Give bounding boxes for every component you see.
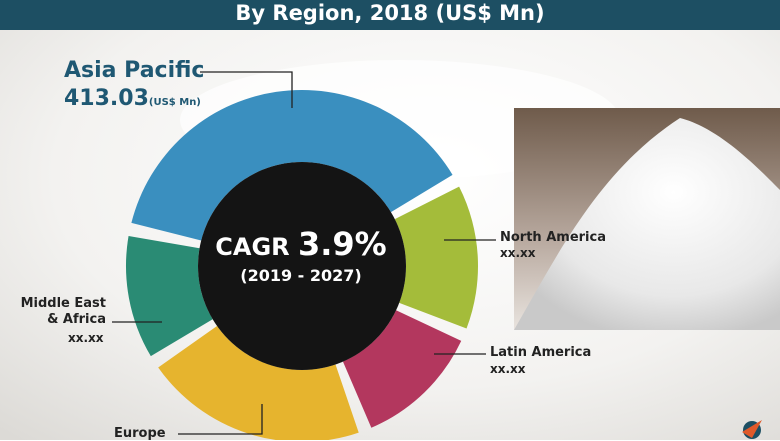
label-north-america-name: North America — [500, 230, 606, 245]
label-europe-name: Europe — [114, 426, 166, 441]
chart-title: By Region, 2018 (US$ Mn) — [0, 0, 780, 30]
cagr-value: 3.9% — [297, 225, 387, 263]
slice-north-america — [394, 186, 478, 329]
label-middle-east-africa-name: Middle East & Africa — [20, 296, 106, 327]
label-latin-america-name: Latin America — [490, 345, 592, 360]
slice-asia-pacific — [131, 90, 453, 241]
label-asia-pacific-value: 413.03(US$ Mn) — [64, 86, 201, 111]
cagr-center: CAGR 3.9% (2019 - 2027) — [201, 228, 401, 285]
center-hole — [198, 162, 406, 370]
label-middle-east-africa-value: xx.xx — [68, 331, 104, 345]
asia-pacific-unit: (US$ Mn) — [148, 97, 201, 108]
cagr-period: (2019 - 2027) — [240, 266, 362, 285]
slice-middle-east-africa — [125, 236, 213, 357]
slice-latin-america — [342, 310, 462, 428]
leader-line-asia-pacific — [200, 71, 293, 108]
logo-icon — [742, 420, 762, 439]
label-north-america-value: xx.xx — [500, 246, 536, 260]
slice-europe — [158, 325, 359, 440]
label-asia-pacific-name: Asia Pacific — [64, 58, 205, 83]
label-latin-america-value: xx.xx — [490, 362, 526, 376]
asia-pacific-value: 413.03 — [64, 86, 149, 111]
leader-line-europe — [178, 404, 263, 435]
cagr-label: CAGR — [215, 233, 290, 261]
sugar-photo — [514, 108, 780, 330]
